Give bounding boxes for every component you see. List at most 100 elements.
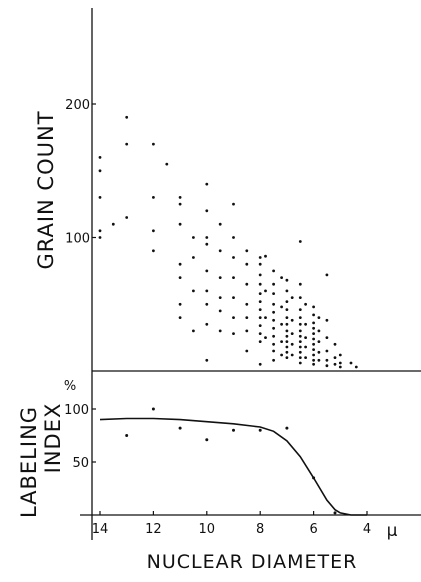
grain-count-point — [258, 262, 262, 266]
grain-count-point — [232, 256, 235, 259]
grain-count-point — [258, 292, 262, 295]
grain-count-point — [312, 353, 315, 357]
grain-count-point — [298, 334, 302, 338]
x-tick-label: 12 — [145, 522, 162, 537]
grain-count-point — [98, 196, 102, 199]
grain-count-point — [258, 256, 262, 259]
grain-count-point — [280, 322, 283, 326]
grain-count-point — [285, 308, 289, 311]
grain-count-point — [338, 353, 342, 357]
grain-count-point — [298, 240, 302, 243]
labeling-index-point — [285, 426, 289, 430]
x-tick-label: 14 — [92, 522, 109, 537]
x-tick-label: 8 — [256, 522, 264, 537]
grain-count-point — [285, 278, 289, 282]
grain-count-point — [178, 276, 182, 279]
grain-count-point — [338, 365, 342, 369]
grain-count-point — [232, 296, 235, 299]
grain-count-panel: 100 200 GRAIN COUNT — [34, 8, 421, 372]
grain-count-point — [205, 209, 209, 213]
grain-count-point — [178, 316, 182, 319]
x-tick-label: 4 — [363, 522, 371, 537]
grain-count-point — [205, 242, 209, 246]
grain-count-point — [152, 229, 155, 233]
grain-count-point — [245, 349, 249, 353]
grain-count-point — [298, 282, 302, 286]
grain-count-point — [285, 300, 289, 303]
grain-count-point — [312, 313, 315, 317]
labeling-index-point — [205, 438, 209, 442]
grain-count-point — [258, 282, 262, 286]
grain-count-point — [272, 334, 275, 338]
grain-count-point — [258, 362, 262, 366]
labeling-index-point — [312, 476, 316, 480]
grain-count-point — [298, 296, 302, 299]
grain-count-point — [298, 316, 302, 319]
micron-unit-label: μ — [387, 521, 398, 541]
grain-count-point — [290, 342, 294, 346]
grain-count-point — [325, 358, 329, 362]
grain-count-point — [272, 292, 275, 295]
labeling-index-point — [178, 426, 182, 430]
labeling-index-panel: 50 100% LABELING INDEX 14 12 10 8 6 4 μ NUCLEAR DIA… — [17, 371, 421, 573]
grain-count-point — [264, 254, 267, 258]
grain-count-point — [285, 340, 289, 343]
labeling-index-curve — [99, 417, 367, 516]
grain-count-point — [245, 316, 249, 319]
grain-count-point — [312, 362, 315, 366]
grain-count-point — [98, 156, 102, 159]
grain-count-point — [272, 358, 275, 362]
grain-count-point — [165, 162, 169, 166]
labeling-index-axis-label-line1: LABELING — [17, 406, 41, 518]
grain-count-point — [178, 302, 182, 306]
grain-count-point — [285, 322, 289, 326]
grain-count-point — [312, 326, 315, 330]
grain-count-axis-label: GRAIN COUNT — [34, 110, 58, 269]
grain-count-point — [285, 316, 289, 319]
grain-count-point — [312, 321, 315, 325]
grain-count-point — [304, 302, 307, 306]
grain-count-point — [317, 350, 321, 354]
grain-count-point — [298, 308, 302, 311]
grain-count-point — [264, 289, 267, 293]
grain-count-point — [317, 329, 321, 333]
grain-count-point — [218, 276, 222, 279]
grain-count-point — [152, 249, 155, 253]
grain-count-point — [285, 350, 289, 354]
grain-count-point — [285, 329, 289, 333]
grain-count-point — [205, 182, 209, 186]
grain-count-point — [325, 336, 329, 339]
labeling-index-point — [232, 428, 235, 432]
grain-count-point — [192, 236, 195, 239]
grain-count-point — [232, 332, 235, 335]
grain-count-point — [312, 342, 315, 346]
grain-count-point — [125, 142, 129, 146]
grain-count-point — [325, 318, 329, 322]
grain-count-point — [272, 342, 275, 346]
x-tick-label: 6 — [309, 522, 317, 537]
grain-count-point — [178, 202, 182, 206]
grain-count-point — [298, 340, 302, 343]
grain-count-point — [178, 262, 182, 266]
grain-count-point — [264, 316, 267, 319]
grain-count-point — [205, 322, 209, 326]
grain-count-point — [304, 322, 307, 326]
grain-count-point — [205, 289, 209, 293]
grain-count-point — [192, 256, 195, 259]
labeling-index-point — [151, 407, 155, 411]
labeling-index-point — [333, 511, 337, 515]
grain-count-point — [258, 324, 262, 327]
grain-count-point — [354, 365, 358, 369]
grain-count-point — [232, 202, 235, 206]
grain-count-point — [312, 332, 315, 335]
x-tick-label: 10 — [199, 522, 216, 537]
percent-unit-label: % — [64, 379, 76, 394]
grain-count-point — [232, 236, 235, 239]
grain-count-point — [258, 300, 262, 303]
grain-count-point — [298, 350, 302, 354]
grain-count-point — [125, 216, 129, 219]
grain-count-point — [285, 345, 289, 349]
bottom-y-tick-label: 100 — [64, 403, 89, 418]
